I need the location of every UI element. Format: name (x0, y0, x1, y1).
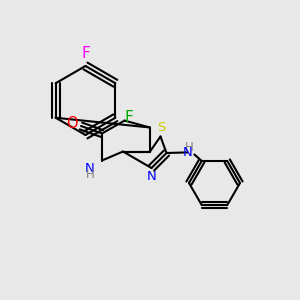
Text: N: N (85, 161, 95, 175)
Text: O: O (66, 116, 78, 130)
Text: H: H (85, 167, 94, 181)
Text: N: N (183, 146, 192, 160)
Text: F: F (81, 46, 90, 62)
Text: F: F (124, 110, 133, 125)
Text: S: S (157, 121, 165, 134)
Text: N: N (147, 170, 156, 183)
Text: H: H (184, 141, 194, 154)
